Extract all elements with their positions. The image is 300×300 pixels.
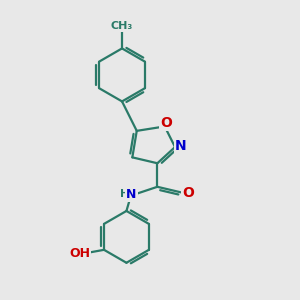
Text: O: O	[182, 186, 194, 200]
Text: N: N	[126, 188, 136, 201]
Text: O: O	[160, 116, 172, 130]
Text: N: N	[175, 140, 187, 154]
Text: CH₃: CH₃	[111, 21, 133, 31]
Text: OH: OH	[69, 247, 90, 260]
Text: H: H	[120, 189, 129, 199]
